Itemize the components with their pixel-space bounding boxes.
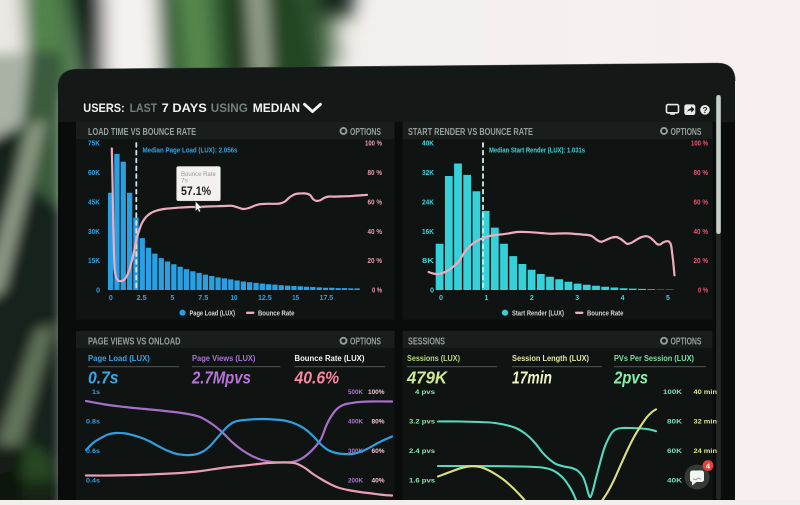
svg-text:60K: 60K xyxy=(667,448,682,455)
svg-text:2: 2 xyxy=(530,295,534,302)
svg-text:40K: 40K xyxy=(667,478,682,485)
svg-text:80 %: 80 % xyxy=(368,170,383,177)
svg-text:30K: 30K xyxy=(88,229,100,236)
svg-text:32K: 32K xyxy=(422,170,434,177)
svg-text:2.7Mpvs: 2.7Mpvs xyxy=(191,368,251,388)
svg-text:LAST: LAST xyxy=(130,101,158,115)
svg-text:100K: 100K xyxy=(663,389,682,396)
svg-text:400K: 400K xyxy=(348,419,363,426)
svg-text:3: 3 xyxy=(575,295,579,302)
svg-text:15K: 15K xyxy=(88,258,100,265)
svg-text:16K: 16K xyxy=(422,229,434,236)
svg-text:Session Length (LUX): Session Length (LUX) xyxy=(512,353,589,363)
svg-text:40.6%: 40.6% xyxy=(294,368,340,388)
svg-text:1.6 pvs: 1.6 pvs xyxy=(409,478,435,485)
svg-text:0.7s: 0.7s xyxy=(88,368,119,388)
svg-text:Page Load (LUX): Page Load (LUX) xyxy=(190,308,236,317)
svg-text:Bounce Rate (LUX): Bounce Rate (LUX) xyxy=(295,353,365,363)
svg-text:SESSIONS: SESSIONS xyxy=(408,337,445,348)
svg-text:57.1%: 57.1% xyxy=(181,184,211,198)
svg-text:80 %: 80 % xyxy=(694,170,709,177)
svg-text:0: 0 xyxy=(109,295,113,302)
svg-text:60 %: 60 % xyxy=(368,199,383,206)
svg-text:40 min: 40 min xyxy=(694,389,718,396)
svg-text:75K: 75K xyxy=(88,141,100,148)
svg-text:32 min: 32 min xyxy=(694,419,718,426)
svg-text:1s: 1s xyxy=(92,389,100,396)
svg-text:40%: 40% xyxy=(372,478,385,485)
svg-text:0: 0 xyxy=(430,288,434,295)
svg-text:0.8s: 0.8s xyxy=(86,419,100,426)
svg-text:8K: 8K xyxy=(422,258,434,265)
svg-text:80%: 80% xyxy=(372,419,385,426)
svg-text:OPTIONS: OPTIONS xyxy=(671,337,702,348)
svg-text:20 %: 20 % xyxy=(368,258,383,265)
svg-text:479K: 479K xyxy=(406,368,448,388)
svg-text:45K: 45K xyxy=(88,199,100,206)
svg-text:USERS:: USERS: xyxy=(83,101,124,115)
svg-text:OPTIONS: OPTIONS xyxy=(350,127,381,138)
svg-text:60K: 60K xyxy=(88,170,100,177)
svg-text:40 %: 40 % xyxy=(694,229,709,236)
svg-text:3.2 pvs: 3.2 pvs xyxy=(409,419,435,426)
svg-text:USING: USING xyxy=(211,101,248,115)
svg-text:4: 4 xyxy=(621,295,625,302)
svg-text:OPTIONS: OPTIONS xyxy=(671,127,702,138)
svg-text:Start Render (LUX): Start Render (LUX) xyxy=(512,308,564,317)
svg-text:2pvs: 2pvs xyxy=(613,368,648,388)
svg-text:17.5: 17.5 xyxy=(320,295,334,302)
svg-text:0 %: 0 % xyxy=(698,288,709,295)
svg-text:80K: 80K xyxy=(667,419,682,426)
svg-text:Bounce Rate: Bounce Rate xyxy=(181,171,216,178)
svg-text:40K: 40K xyxy=(422,141,434,148)
svg-text:100 %: 100 % xyxy=(691,141,709,148)
svg-text:OPTIONS: OPTIONS xyxy=(350,337,381,348)
svg-text:100%: 100% xyxy=(368,389,385,396)
svg-text:15: 15 xyxy=(292,295,299,302)
svg-text:24 min: 24 min xyxy=(694,448,718,455)
svg-text:7.5: 7.5 xyxy=(198,295,208,302)
svg-text:Median Page Load (LUX): 2.056s: Median Page Load (LUX): 2.056s xyxy=(143,146,238,155)
svg-text:Page Views (LUX): Page Views (LUX) xyxy=(192,353,256,363)
svg-text:17min: 17min xyxy=(512,368,552,388)
svg-text:12.5: 12.5 xyxy=(258,295,272,302)
svg-text:40 %: 40 % xyxy=(368,229,383,236)
svg-text:10: 10 xyxy=(231,295,238,302)
svg-text:7 DAYS: 7 DAYS xyxy=(162,101,207,115)
svg-text:0.4s: 0.4s xyxy=(86,478,100,485)
svg-text:2.4 pvs: 2.4 pvs xyxy=(409,448,435,455)
svg-text:Sessions (LUX): Sessions (LUX) xyxy=(407,353,460,363)
svg-text:START RENDER VS BOUNCE RATE: START RENDER VS BOUNCE RATE xyxy=(408,127,533,138)
svg-text:0: 0 xyxy=(439,295,443,302)
svg-text:Bounce Rate: Bounce Rate xyxy=(258,308,295,317)
svg-text:500K: 500K xyxy=(348,389,363,396)
svg-text:Bounce Rate: Bounce Rate xyxy=(587,308,624,317)
svg-text:5: 5 xyxy=(666,295,670,302)
svg-text:20 %: 20 % xyxy=(694,258,709,265)
svg-text:4 pvs: 4 pvs xyxy=(415,389,435,396)
svg-text:0: 0 xyxy=(96,288,100,295)
svg-text:LOAD TIME VS BOUNCE RATE: LOAD TIME VS BOUNCE RATE xyxy=(88,127,196,138)
svg-text:0 %: 0 % xyxy=(372,288,383,295)
svg-text:200K: 200K xyxy=(348,478,363,485)
svg-text:2.5: 2.5 xyxy=(137,295,147,302)
svg-text:?: ? xyxy=(702,106,707,115)
svg-text:7s: 7s xyxy=(181,178,189,185)
svg-text:PAGE VIEWS VS ONLOAD: PAGE VIEWS VS ONLOAD xyxy=(88,337,181,348)
svg-text:4: 4 xyxy=(706,461,711,470)
svg-text:60%: 60% xyxy=(372,448,385,455)
svg-text:PVs Per Session (LUX): PVs Per Session (LUX) xyxy=(614,353,694,363)
svg-text:0.6s: 0.6s xyxy=(86,448,100,455)
svg-text:Page Load (LUX): Page Load (LUX) xyxy=(88,353,150,363)
svg-text:100 %: 100 % xyxy=(365,141,383,148)
svg-text:24K: 24K xyxy=(422,199,434,206)
svg-text:5: 5 xyxy=(170,295,174,302)
svg-text:MEDIAN: MEDIAN xyxy=(253,101,300,115)
svg-text:60 %: 60 % xyxy=(694,199,709,206)
svg-text:1: 1 xyxy=(484,295,488,302)
svg-text:300K: 300K xyxy=(348,448,363,455)
svg-text:Median Start Render (LUX): 1.0: Median Start Render (LUX): 1.031s xyxy=(489,146,585,155)
